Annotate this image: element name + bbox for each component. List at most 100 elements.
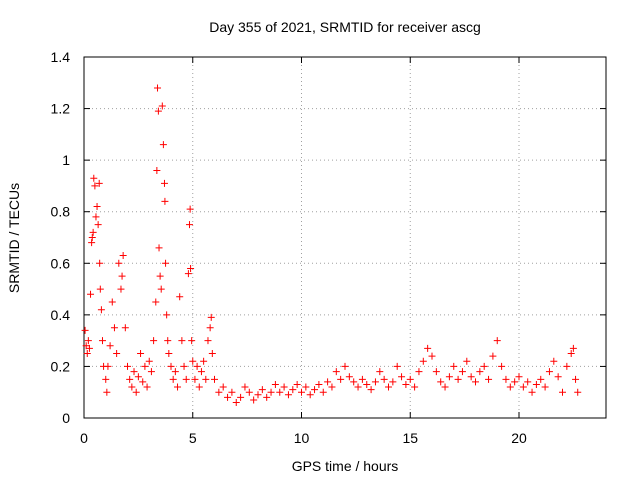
data-point	[124, 362, 131, 370]
data-point	[476, 368, 484, 376]
data-point	[103, 388, 111, 396]
plot-area-border	[83, 56, 607, 419]
data-point	[428, 352, 436, 360]
data-point	[284, 391, 292, 399]
data-point	[424, 344, 432, 352]
chart-title: Day 355 of 2021, SRMTID for receiver asc…	[209, 19, 481, 35]
data-point	[528, 388, 536, 396]
data-point	[88, 234, 96, 241]
data-point	[276, 388, 284, 396]
data-point	[128, 383, 136, 391]
data-point	[208, 350, 216, 358]
data-point	[559, 388, 566, 396]
data-point	[572, 375, 580, 383]
data-point	[550, 357, 558, 365]
y-tick-label: 0.6	[51, 255, 71, 271]
data-point	[480, 362, 488, 370]
data-point	[511, 378, 519, 386]
data-point	[554, 373, 562, 381]
data-point	[81, 326, 89, 334]
data-point	[155, 244, 163, 252]
data-point	[121, 324, 129, 332]
x-tick-label: 0	[80, 430, 88, 446]
data-point	[185, 221, 193, 229]
data-point	[118, 272, 126, 280]
data-point	[532, 380, 540, 388]
data-point	[87, 290, 95, 298]
data-point	[83, 350, 91, 358]
data-point	[567, 350, 575, 358]
data-point	[139, 378, 147, 386]
data-point	[188, 337, 196, 345]
data-point	[298, 388, 305, 396]
data-point	[92, 213, 100, 221]
x-tick-label: 15	[402, 430, 418, 446]
data-point	[354, 383, 362, 391]
data-point	[91, 182, 99, 190]
data-point	[293, 380, 301, 388]
data-point	[117, 285, 125, 293]
y-tick-label: 1.2	[51, 101, 71, 117]
data-point	[232, 399, 240, 407]
data-point	[200, 357, 208, 365]
data-point	[207, 313, 215, 321]
data-point	[541, 383, 549, 391]
data-point	[154, 84, 162, 92]
data-point	[341, 362, 349, 370]
x-axis-label: GPS time / hours	[292, 458, 399, 474]
data-point	[432, 368, 440, 376]
data-point	[454, 375, 462, 383]
y-tick-label: 1	[62, 152, 70, 168]
data-point	[345, 373, 353, 381]
data-point	[110, 324, 118, 332]
data-point	[161, 197, 169, 205]
data-points	[81, 84, 582, 407]
data-point	[165, 350, 173, 358]
data-point	[197, 368, 205, 376]
data-point	[393, 362, 401, 370]
data-point	[254, 391, 262, 399]
data-point	[389, 378, 397, 386]
data-point	[164, 337, 172, 345]
data-point	[258, 386, 266, 394]
data-point	[289, 386, 297, 394]
data-point	[485, 375, 493, 383]
y-axis-label: SRMTID / TECUs	[6, 183, 22, 293]
data-point	[97, 306, 105, 314]
data-point	[141, 362, 149, 370]
data-point	[106, 342, 114, 350]
data-point	[411, 383, 419, 391]
data-point	[95, 179, 103, 187]
data-point	[263, 393, 271, 401]
data-point	[152, 298, 160, 306]
data-point	[224, 393, 232, 401]
data-point	[156, 272, 164, 280]
data-point	[385, 383, 392, 391]
data-point	[202, 375, 210, 383]
data-point	[545, 368, 553, 376]
data-point	[115, 259, 123, 267]
data-point	[186, 205, 194, 213]
data-point	[211, 375, 218, 383]
data-point	[237, 393, 245, 401]
data-point	[180, 362, 188, 370]
data-point	[113, 350, 121, 358]
data-point	[337, 375, 345, 383]
data-point	[437, 378, 445, 386]
data-point	[311, 386, 319, 394]
data-point	[93, 203, 101, 211]
data-point	[195, 383, 203, 391]
data-point	[489, 352, 497, 360]
data-point	[88, 239, 96, 247]
data-point	[96, 285, 104, 293]
data-point	[328, 383, 336, 391]
data-point	[219, 383, 227, 391]
data-point	[467, 373, 475, 381]
data-point	[191, 375, 199, 383]
data-point	[250, 396, 258, 404]
y-tick-label: 1.4	[51, 49, 71, 65]
data-point	[162, 259, 170, 267]
data-point	[376, 368, 384, 376]
data-point	[271, 380, 279, 388]
